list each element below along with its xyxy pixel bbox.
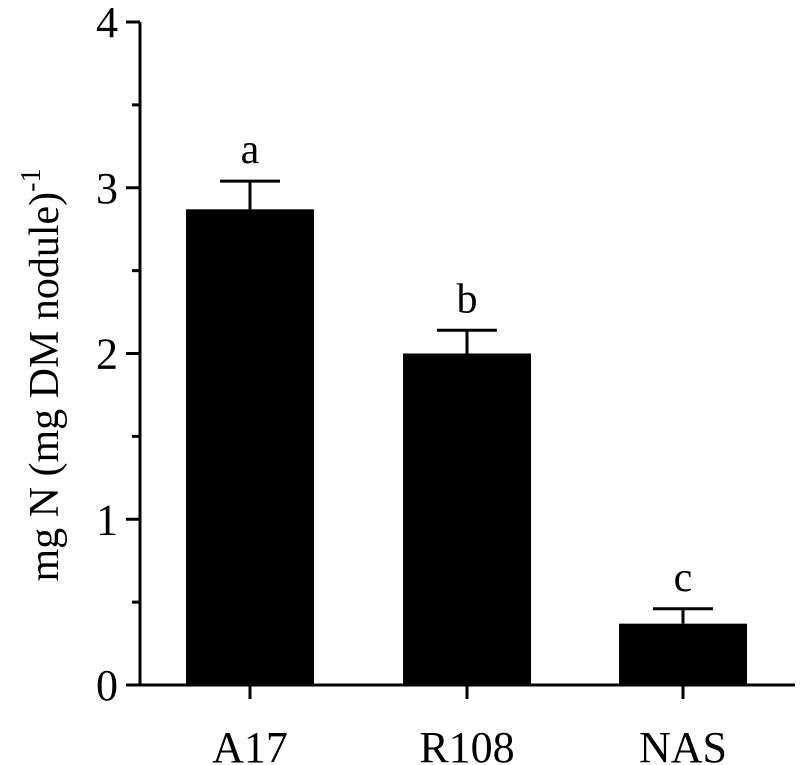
x-tick-label: R108	[419, 723, 514, 765]
x-axis: A17 R108 NAS	[138, 683, 795, 765]
y-tick-label: 0	[96, 661, 118, 710]
error-bars	[220, 179, 713, 624]
significance-label: b	[457, 276, 478, 322]
y-axis-title-superscript: -1	[16, 169, 47, 192]
significance-label: a	[241, 127, 260, 173]
y-tick-label: 4	[96, 0, 118, 47]
bar	[619, 623, 747, 685]
x-tick-label: A17	[212, 723, 288, 765]
y-tick-label: 1	[96, 495, 118, 544]
bars	[186, 209, 747, 686]
y-tick-label: 3	[96, 164, 118, 213]
y-axis-title-text: mg N (mg DM nodule)	[22, 192, 68, 582]
y-axis: 0 1 2 3 4	[96, 0, 142, 710]
y-tick-label: 2	[96, 330, 118, 379]
significance-labels: a b c	[241, 127, 693, 601]
y-axis-title: mg N (mg DM nodule)-1	[16, 169, 68, 582]
bar	[403, 353, 531, 685]
bar	[186, 209, 314, 686]
x-tick-label: NAS	[639, 723, 727, 765]
significance-label: c	[674, 555, 693, 601]
